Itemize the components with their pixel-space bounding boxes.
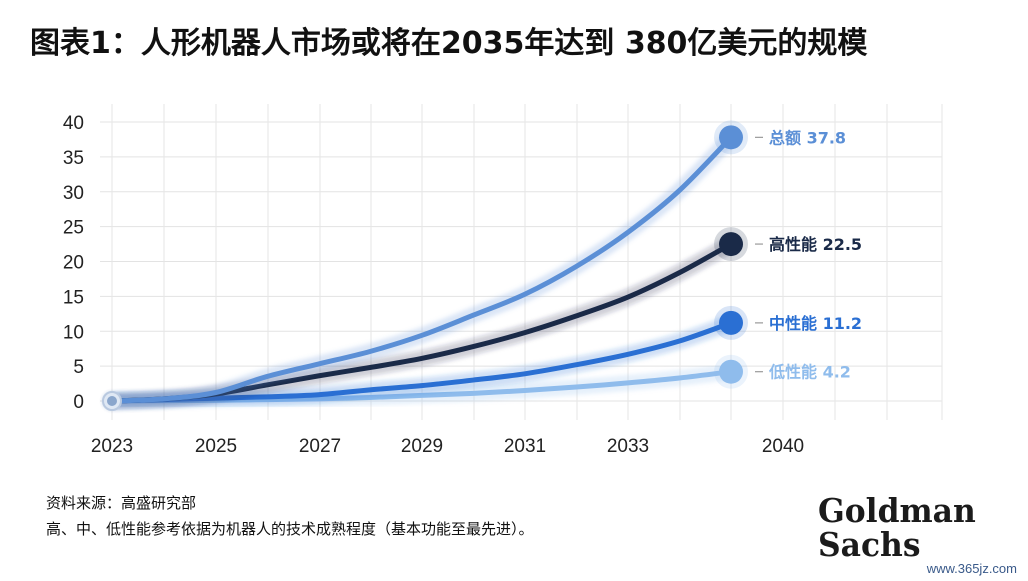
series-end-label: 总额 37.8 xyxy=(769,128,846,147)
y-tick-label: 15 xyxy=(63,287,84,308)
grid-lines xyxy=(100,104,943,420)
series-end-label: 中性能 11.2 xyxy=(769,314,862,333)
source-text: 资料来源：高盛研究部 xyxy=(46,494,197,512)
x-tick-label: 2029 xyxy=(401,436,443,457)
y-tick-label: 20 xyxy=(63,253,84,274)
x-tick-label: 2031 xyxy=(504,436,546,457)
end-point-marker xyxy=(719,125,743,150)
y-tick-label: 30 xyxy=(63,183,84,204)
series-lines xyxy=(102,129,739,411)
series-line xyxy=(109,134,734,404)
watermark: www.365jz.com xyxy=(923,560,1020,577)
y-tick-label: 35 xyxy=(63,148,84,169)
y-axis: 0 5 10 15 20 25 30 35 40 xyxy=(63,113,84,413)
y-tick-label: 40 xyxy=(63,113,84,134)
x-tick-label: 2033 xyxy=(607,436,649,457)
x-tick-label: 2025 xyxy=(195,436,237,457)
end-point-marker xyxy=(719,310,743,335)
chart-title: 图表1：人形机器人市场或将在2035年达到 380亿美元的规模 xyxy=(30,26,868,61)
series-end-label: 低性能 4.2 xyxy=(768,363,851,382)
note-text: 高、中、低性能参考依据为机器人的技术成熟程度（基本功能至最先进）。 xyxy=(46,520,534,538)
series-labels: 总额 37.8 高性能 22.5 中性能 11.2 低性能 4.2 xyxy=(714,120,862,389)
goldman-sachs-logo: Goldman Sachs xyxy=(818,491,976,564)
series-end-label: 高性能 22.5 xyxy=(769,235,862,254)
y-tick-label: 25 xyxy=(63,218,84,239)
x-tick-label: 2023 xyxy=(91,436,133,457)
end-point-marker xyxy=(719,232,743,257)
y-tick-label: 5 xyxy=(73,357,84,378)
y-tick-label: 10 xyxy=(63,322,84,343)
x-tick-label: 2040 xyxy=(762,436,804,457)
y-tick-label: 0 xyxy=(73,392,84,413)
x-tick-label: 2027 xyxy=(299,436,341,457)
x-axis: 2023 2025 2027 2029 2031 2033 2040 xyxy=(91,436,804,457)
end-point-marker xyxy=(719,359,743,384)
start-point-dot xyxy=(107,396,117,406)
